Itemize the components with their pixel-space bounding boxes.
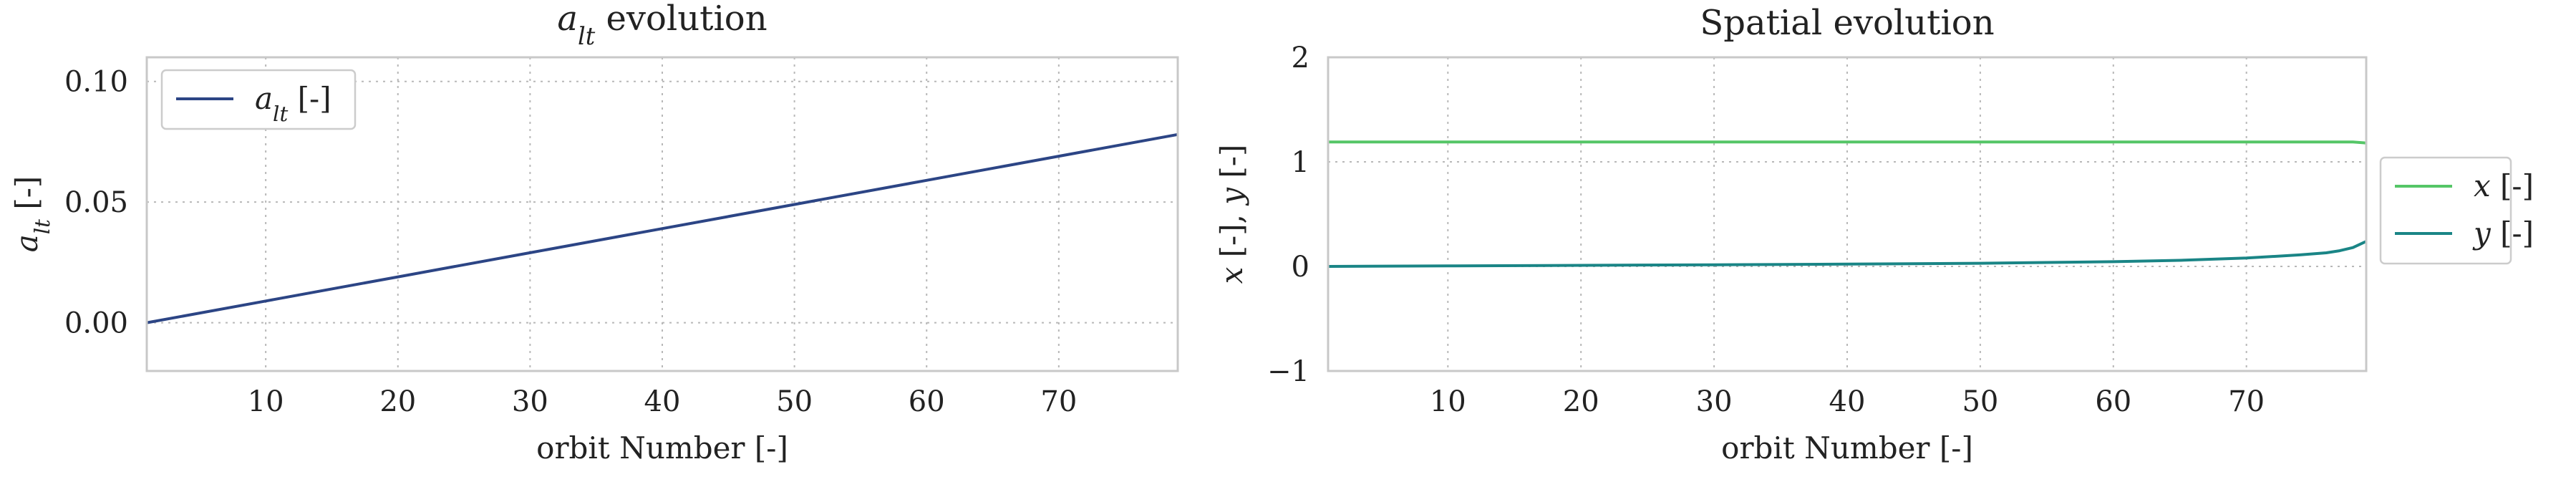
x-tick-label: 60 [2095,385,2131,418]
x-tick-label: 60 [909,385,945,418]
legend-label-0: alt [-] [255,81,331,126]
spatial-evolution-chart: 10 20 30 40 50 60 70 −1 0 1 2 Spatial evolution o… [1214,3,2534,466]
x-tick-label: 30 [512,385,548,418]
legend-label-0: x [-] [2474,168,2534,203]
x-tick-labels: 10 20 30 40 50 60 70 [1430,385,2265,418]
y-axis-title: x [-], y [-] [1214,145,1249,284]
plot-frame [1327,56,2368,372]
series-line-1 [1327,240,2367,268]
x-tick-label: 40 [1829,385,1866,418]
series-line-0 [1328,140,2367,145]
x-tick-label: 70 [2228,385,2265,418]
y-tick-label: 2 [1292,42,1309,74]
legend-label-1: y [-] [2472,216,2534,251]
plot-lines [146,132,1178,324]
y-tick-label: 1 [1292,146,1309,179]
y-tick-labels: −1 0 1 2 [1267,42,1309,388]
chart-title: Spatial evolution [1700,3,1994,43]
x-tick-label: 50 [776,385,813,418]
y-tick-label: 0.00 [64,307,128,340]
series-line-0 [146,132,1178,324]
x-tick-label: 40 [644,385,681,418]
x-axis-title: orbit Number [-] [536,430,788,466]
x-tick-label: 30 [1696,385,1733,418]
legend-box [160,69,357,130]
legend-box [2379,156,2512,265]
y-tick-labels: 0.00 0.05 0.10 [64,66,128,340]
x-tick-label: 50 [1962,385,1998,418]
x-tick-label: 10 [1430,385,1466,418]
plot-frame [145,56,1179,372]
x-tick-label: 10 [248,385,284,418]
y-tick-label: 0 [1292,251,1309,284]
plot-lines [1327,140,2367,268]
y-tick-label: 0.10 [64,66,128,99]
y-axis-title: alt [-] [9,176,54,253]
chart-title: alt evolution [557,0,767,50]
y-tick-label: 0.05 [64,186,128,219]
y-tick-label: −1 [1267,355,1309,388]
x-axis-title: orbit Number [-] [1721,430,1973,466]
x-tick-label: 20 [379,385,416,418]
x-tick-label: 20 [1563,385,1599,418]
legend: x [-] y [-] [2379,156,2534,265]
alt-evolution-chart: 10 20 30 40 50 60 70 0.00 0.05 0.10 alt evolutio… [9,0,1179,466]
x-tick-label: 70 [1040,385,1077,418]
x-tick-labels: 10 20 30 40 50 60 70 [248,385,1078,418]
legend: alt [-] [160,69,357,130]
